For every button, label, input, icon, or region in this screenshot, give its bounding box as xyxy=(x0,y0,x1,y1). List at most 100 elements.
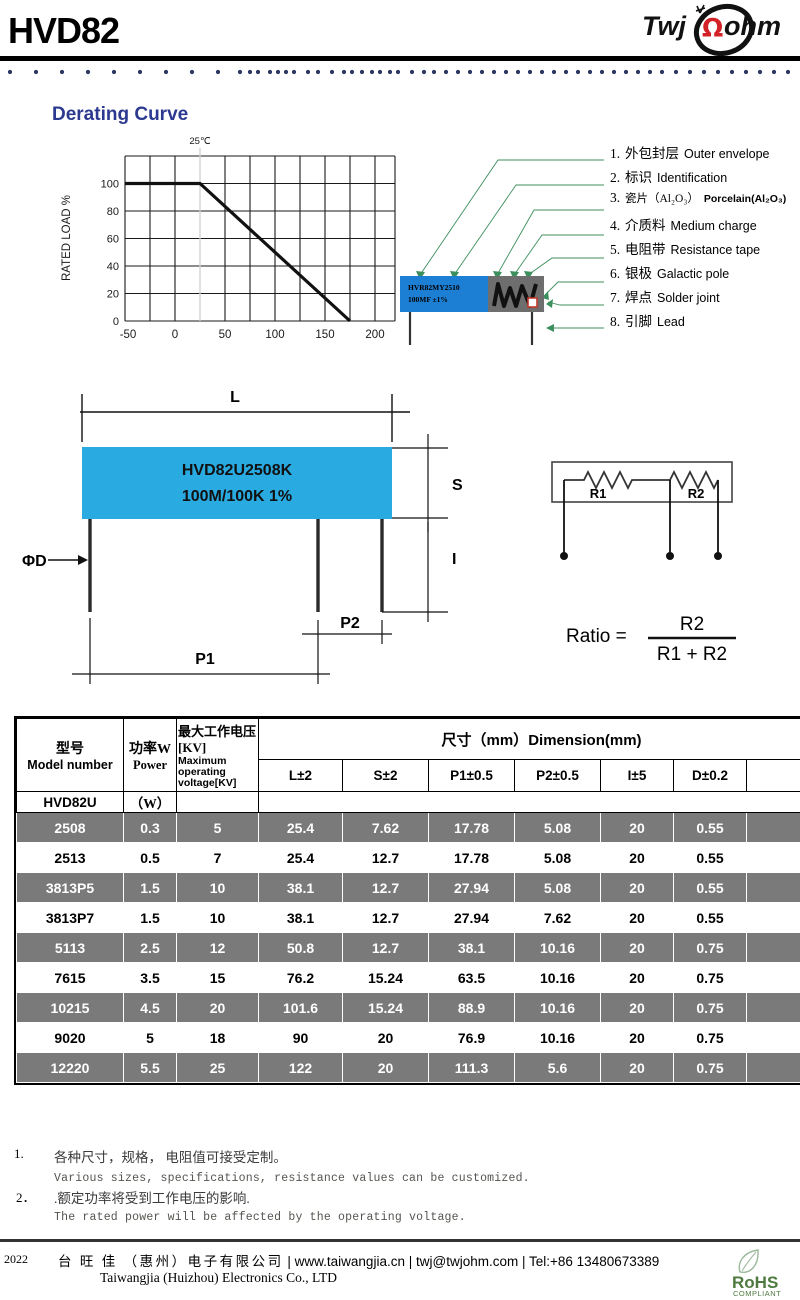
cell-power: 5 xyxy=(123,1022,177,1054)
cell-P1: 17.78 xyxy=(428,842,515,874)
dotted-divider xyxy=(7,69,791,75)
dim-label-P1: P1 xyxy=(195,651,215,668)
svg-text:200: 200 xyxy=(365,329,384,341)
table-row: 3813P7 1.5 10 38.1 12.7 27.94 7.62 20 0.… xyxy=(16,902,800,934)
callout-item: 7. 焊点 Solder joint xyxy=(610,286,800,310)
svg-text:20: 20 xyxy=(107,289,119,301)
cell-L: 101.6 xyxy=(258,992,343,1024)
cell-S: 7.62 xyxy=(342,812,429,844)
cell-voltage: 18 xyxy=(176,1022,259,1054)
cell-D: 0.75 xyxy=(673,1052,747,1084)
cell-model: 12220 xyxy=(16,1052,124,1084)
svg-text:150: 150 xyxy=(315,329,334,341)
ratio-denominator: R1 + R2 xyxy=(657,644,727,665)
logo-text-left: Twj xyxy=(642,11,686,41)
svg-text:50: 50 xyxy=(219,329,232,341)
callout-number: 5. xyxy=(610,242,621,257)
callout-label-en: Lead xyxy=(657,315,685,329)
footer-separator-1: | xyxy=(287,1254,295,1269)
ratio-label: Ratio = xyxy=(566,626,627,647)
callout-number: 6. xyxy=(610,266,621,281)
header-dimension-cn: 尺寸（mm） xyxy=(441,731,529,749)
derating-chart: 25℃ 100 80 60 40 20 0 -50 0 50 100 150 2… xyxy=(61,136,396,341)
callout-label-en: Solder joint xyxy=(657,291,720,305)
dim-label-I: I xyxy=(452,551,456,568)
leaf-icon xyxy=(738,1249,759,1273)
callout-label-cn: 外包封层 xyxy=(625,146,679,161)
cell-D: 0.55 xyxy=(673,872,747,904)
footer-website[interactable]: www.taiwangjia.cn xyxy=(294,1254,405,1269)
specification-table-body: 2508 0.3 5 25.4 7.62 17.78 5.08 20 0.55 … xyxy=(16,812,800,1084)
cell-voltage: 12 xyxy=(176,932,259,964)
svg-text:100: 100 xyxy=(265,329,284,341)
cell-I: 20 xyxy=(600,962,674,994)
cell-extra xyxy=(745,842,800,874)
cell-P2: 5.08 xyxy=(514,812,601,844)
callout-label-en: Outer envelope xyxy=(684,147,770,161)
header-model-series: HVD82U xyxy=(16,791,124,814)
header-power-unit: （W） xyxy=(123,791,177,814)
dim-label-S: S xyxy=(452,477,463,494)
cell-I: 20 xyxy=(600,902,674,934)
callout-number: 4. xyxy=(610,218,621,233)
cell-extra xyxy=(745,812,800,844)
cell-model: 2513 xyxy=(16,842,124,874)
cell-extra xyxy=(745,932,800,964)
table-row: 9020 5 18 90 20 76.9 10.16 20 0.75 xyxy=(16,1022,800,1054)
callout-label-en: Identification xyxy=(657,171,728,185)
cell-voltage: 15 xyxy=(176,962,259,994)
cell-L: 25.4 xyxy=(258,842,343,874)
cell-L: 38.1 xyxy=(258,902,343,934)
cell-D: 0.55 xyxy=(673,812,747,844)
cell-P1: 63.5 xyxy=(428,962,515,994)
construction-diagram-section: HVR82MY2510 100MF ±1% 1. 外包封层 Outer enve… xyxy=(392,130,800,360)
ratio-numerator: R2 xyxy=(680,614,704,635)
chart-annotation-25c: 25℃ xyxy=(189,136,211,147)
cell-extra xyxy=(745,1022,800,1054)
rohs-sub-text: COMPLIANT xyxy=(733,1289,781,1298)
table-row: 5113 2.5 12 50.8 12.7 38.1 10.16 20 0.75 xyxy=(16,932,800,964)
cell-voltage: 10 xyxy=(176,902,259,934)
callout-label-cn: 电阻带 xyxy=(625,242,666,257)
cell-P1: 17.78 xyxy=(428,812,515,844)
cell-extra xyxy=(745,902,800,934)
footer-company-cn: 台 旺 佳 （惠州）电子有限公司 xyxy=(58,1254,284,1269)
cell-P2: 10.16 xyxy=(514,1022,601,1054)
note-text-cn: .额定功率将受到工作电压的影响. xyxy=(54,1191,250,1206)
cell-D: 0.55 xyxy=(673,842,747,874)
cell-voltage: 25 xyxy=(176,1052,259,1084)
rohs-compliant-badge: RoHS COMPLIANT xyxy=(732,1249,781,1298)
footer-email[interactable]: twj@twjohm.com xyxy=(416,1254,519,1269)
callout-item: 1. 外包封层 Outer envelope xyxy=(610,142,800,166)
callout-label-cn: 银极 xyxy=(625,266,652,281)
logo-text-right: ohm xyxy=(724,11,781,41)
cell-model: 5113 xyxy=(16,932,124,964)
header-col-D: D±0.2 xyxy=(673,759,747,793)
cell-model: 7615 xyxy=(16,962,124,994)
header-col-I: I±5 xyxy=(600,759,674,793)
table-row: 12220 5.5 25 122 20 111.3 5.6 20 0.75 xyxy=(16,1052,800,1084)
callout-item: 8. 引脚 Lead xyxy=(610,310,800,334)
specification-table: 型号 Model number 功率W Power 最大工作电压[KV] Max… xyxy=(13,715,800,1086)
cell-P2: 5.08 xyxy=(514,872,601,904)
header-col-L: L±2 xyxy=(258,759,343,793)
header-dimension-en: Dimension(mm) xyxy=(528,731,642,749)
cell-D: 0.75 xyxy=(673,932,747,964)
cell-S: 12.7 xyxy=(342,842,429,874)
cell-extra xyxy=(745,962,800,994)
callout-item: 4. 介质料 Medium charge xyxy=(610,214,800,238)
note-index: 2． xyxy=(16,1190,36,1205)
cell-I: 20 xyxy=(600,1022,674,1054)
cell-extra xyxy=(745,992,800,1024)
chart-ylabel: RATED LOAD % xyxy=(61,195,73,281)
cell-I: 20 xyxy=(600,872,674,904)
cell-L: 38.1 xyxy=(258,872,343,904)
header-model: 型号 Model number xyxy=(16,717,124,793)
cell-power: 4.5 xyxy=(123,992,177,1024)
header-power-cn: 功率W xyxy=(129,741,171,757)
svg-text:0: 0 xyxy=(113,316,119,328)
notes-section: 1. 各种尺寸，规格， 电阻值可接受定制。 Various sizes, spe… xyxy=(14,1146,654,1224)
cell-model: 10215 xyxy=(16,992,124,1024)
cell-L: 76.2 xyxy=(258,962,343,994)
cell-power: 3.5 xyxy=(123,962,177,994)
